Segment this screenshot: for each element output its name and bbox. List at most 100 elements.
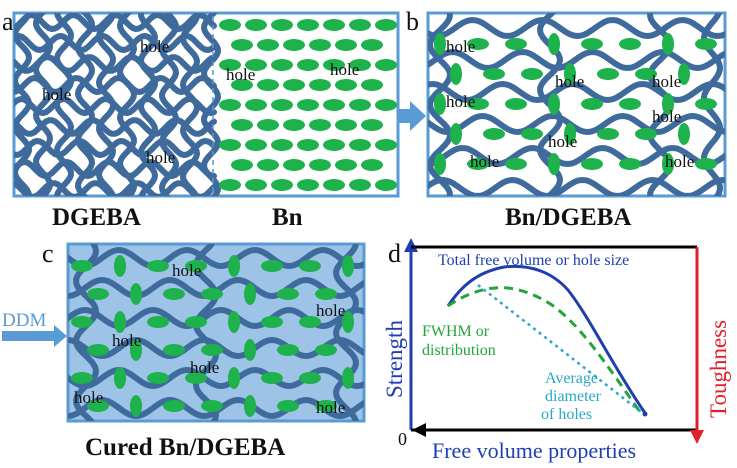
bn-particle: [261, 260, 283, 272]
bn-particle: [244, 283, 256, 305]
strength-label: Strength: [382, 320, 407, 398]
bn-particle: [71, 260, 93, 272]
bn-particle: [505, 38, 527, 50]
chain-segment: [14, 117, 217, 137]
dgeba-network: [14, 13, 222, 196]
cured-particles: [71, 255, 354, 417]
bn-particle: [297, 19, 319, 31]
hole-label: hole: [172, 261, 201, 280]
chain-segment: [333, 244, 359, 421]
bn-particle: [185, 260, 207, 272]
bn-particle: [219, 179, 241, 191]
bn-particle: [147, 260, 169, 272]
hole-label: hole: [330, 60, 359, 79]
bn-particle: [467, 98, 489, 110]
bn-particle: [297, 59, 319, 71]
bn-particle: [163, 288, 185, 300]
ddm-arrow: [2, 325, 67, 347]
caption-dgeba: DGEBA: [52, 204, 141, 231]
bn-particle: [548, 93, 560, 115]
bn-particle: [130, 395, 142, 417]
hole-label: hole: [555, 72, 584, 91]
bn-particle: [349, 99, 371, 111]
bn-particle: [361, 79, 383, 91]
bn-particle: [299, 372, 321, 384]
cured-network: [68, 244, 364, 421]
bn-particle: [505, 158, 527, 170]
bn-particle: [87, 288, 109, 300]
bn-particle: [245, 19, 267, 31]
hole-label: hole: [316, 301, 345, 320]
bn-particle: [505, 98, 527, 110]
bn-particle: [349, 59, 371, 71]
bn-particle: [297, 179, 319, 191]
caption-cured: Cured Bn/DGEBA: [85, 434, 285, 461]
bn-particle: [467, 158, 489, 170]
hole-label: hole: [226, 65, 255, 84]
bn-particle: [434, 33, 446, 55]
chain-segment: [200, 13, 222, 196]
bn-particle: [450, 63, 462, 85]
bn-particle: [271, 179, 293, 191]
bn-particle: [114, 311, 126, 333]
hole-label: hole: [190, 358, 219, 377]
bn-particle: [299, 260, 321, 272]
x-axis-label: Free volume properties: [432, 438, 636, 463]
bn-particle: [71, 372, 93, 384]
chain-segment: [14, 13, 33, 196]
bn-particle: [521, 128, 543, 140]
bn-particle: [228, 367, 240, 389]
panel-d: d Total free volume or hole size FWHM or…: [382, 238, 731, 463]
bn-particle: [342, 255, 354, 277]
ddm-label: DDM: [2, 310, 46, 331]
bn-particle: [309, 119, 331, 131]
chain-segment: [116, 13, 138, 196]
bn-particle: [309, 159, 331, 171]
curve-endpoint: [642, 411, 648, 417]
panel-a: a hole hole hole hole hole DGEBA Bn: [2, 7, 400, 231]
fwhm-label-1: FWHM or: [422, 323, 490, 340]
bn-particle: [434, 93, 446, 115]
bn-particle: [323, 99, 345, 111]
caption-bn: Bn: [272, 204, 303, 231]
total-free-volume-curve: [446, 264, 647, 414]
chain-segment: [53, 13, 75, 196]
bn-particle: [342, 367, 354, 389]
bn-particle: [309, 79, 331, 91]
bn-particle: [335, 119, 357, 131]
bn-particle: [245, 179, 267, 191]
bn-particle: [548, 33, 560, 55]
bn-particle: [261, 372, 283, 384]
bn-particle: [335, 39, 357, 51]
bn-particle: [483, 68, 505, 80]
bn-particle: [619, 98, 641, 110]
chain-segment: [428, 176, 725, 196]
chain-segment: [32, 13, 54, 196]
bn-particle: [297, 139, 319, 151]
bn-particle: [277, 344, 299, 356]
bn-particle: [662, 93, 674, 115]
bn-particle: [283, 119, 305, 131]
bn-particle: [375, 59, 397, 71]
bn-particle: [597, 68, 619, 80]
chain-segment: [428, 80, 725, 104]
bn-particle: [163, 400, 185, 412]
bn-particle: [201, 344, 223, 356]
chain-segment: [74, 13, 96, 196]
bn-particle: [375, 19, 397, 31]
bn-particle: [231, 119, 253, 131]
bn-particle: [87, 400, 109, 412]
fwhm-label-2: distribution: [422, 342, 496, 359]
bottom-arrowhead: [412, 423, 426, 437]
bn-particle: [261, 316, 283, 328]
bn-particle: [695, 158, 717, 170]
bn-particle: [114, 367, 126, 389]
bn-particle: [271, 99, 293, 111]
hole-label: hole: [146, 148, 175, 167]
chain-segment: [158, 13, 180, 196]
hole-label: hole: [112, 331, 141, 350]
bn-particle: [87, 344, 109, 356]
bn-particle: [130, 339, 142, 361]
chain-segment: [68, 246, 364, 270]
